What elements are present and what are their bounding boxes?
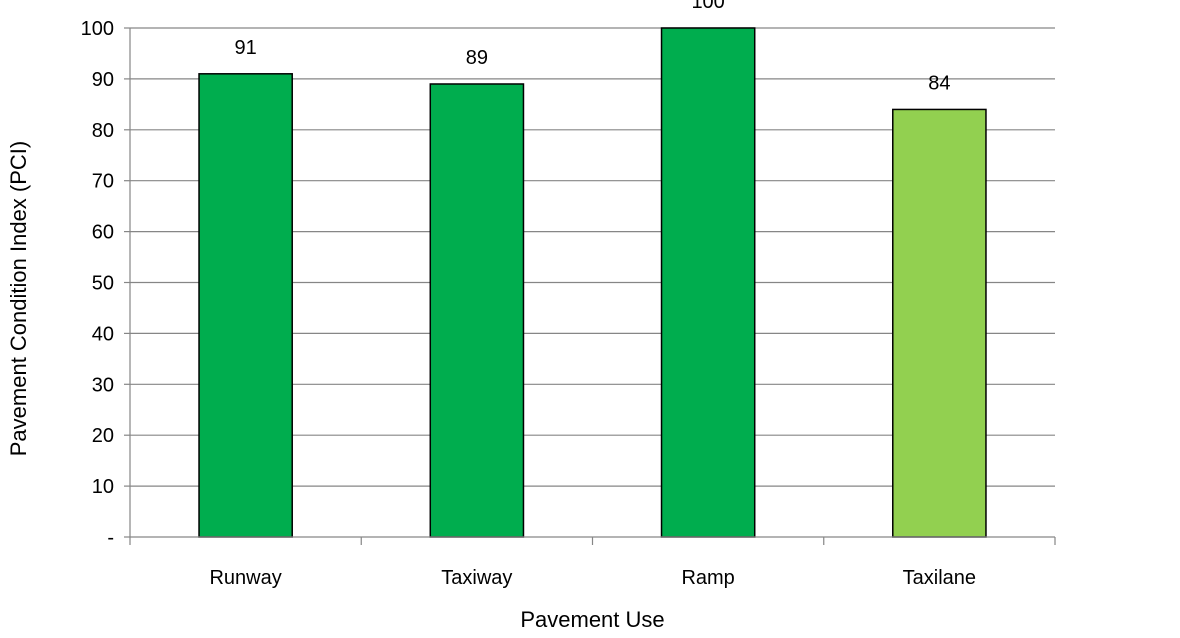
y-axis-title: Pavement Condition Index (PCI) bbox=[6, 141, 31, 457]
y-tick-label: 70 bbox=[92, 171, 114, 193]
x-tick-label: Taxiway bbox=[441, 567, 512, 589]
bar-ramp bbox=[660, 27, 756, 538]
data-label-ramp: 100 bbox=[691, 0, 724, 13]
axes: - 10 20 30 40 50 60 70 80 90 100 Runway Taxiway Ramp T… bbox=[81, 18, 1056, 589]
data-label-runway: 91 bbox=[235, 37, 257, 59]
data-labels: 91 89 100 84 bbox=[235, 0, 951, 94]
data-label-taxilane: 84 bbox=[928, 72, 950, 94]
y-tick-label: 30 bbox=[92, 374, 114, 396]
bar-taxilane bbox=[892, 108, 987, 538]
y-tick-label: 50 bbox=[92, 273, 114, 295]
x-tick-label: Runway bbox=[209, 567, 281, 589]
y-tick-label: 90 bbox=[92, 69, 114, 91]
x-tick-label: Taxilane bbox=[903, 567, 976, 589]
y-tick-label: - bbox=[107, 527, 114, 549]
y-tick-label: 80 bbox=[92, 120, 114, 142]
bar-taxiway bbox=[429, 83, 525, 538]
bar-runway bbox=[198, 73, 293, 538]
y-tick-label: 100 bbox=[81, 18, 114, 40]
y-tick-label: 40 bbox=[92, 323, 114, 345]
y-tick-label: 10 bbox=[92, 476, 114, 498]
data-label-taxiway: 89 bbox=[466, 47, 488, 69]
x-axis-title: Pavement Use bbox=[520, 607, 664, 632]
y-tick-label: 20 bbox=[92, 425, 114, 447]
x-tick-label: Ramp bbox=[681, 567, 734, 589]
y-tick-label: 60 bbox=[92, 222, 114, 244]
